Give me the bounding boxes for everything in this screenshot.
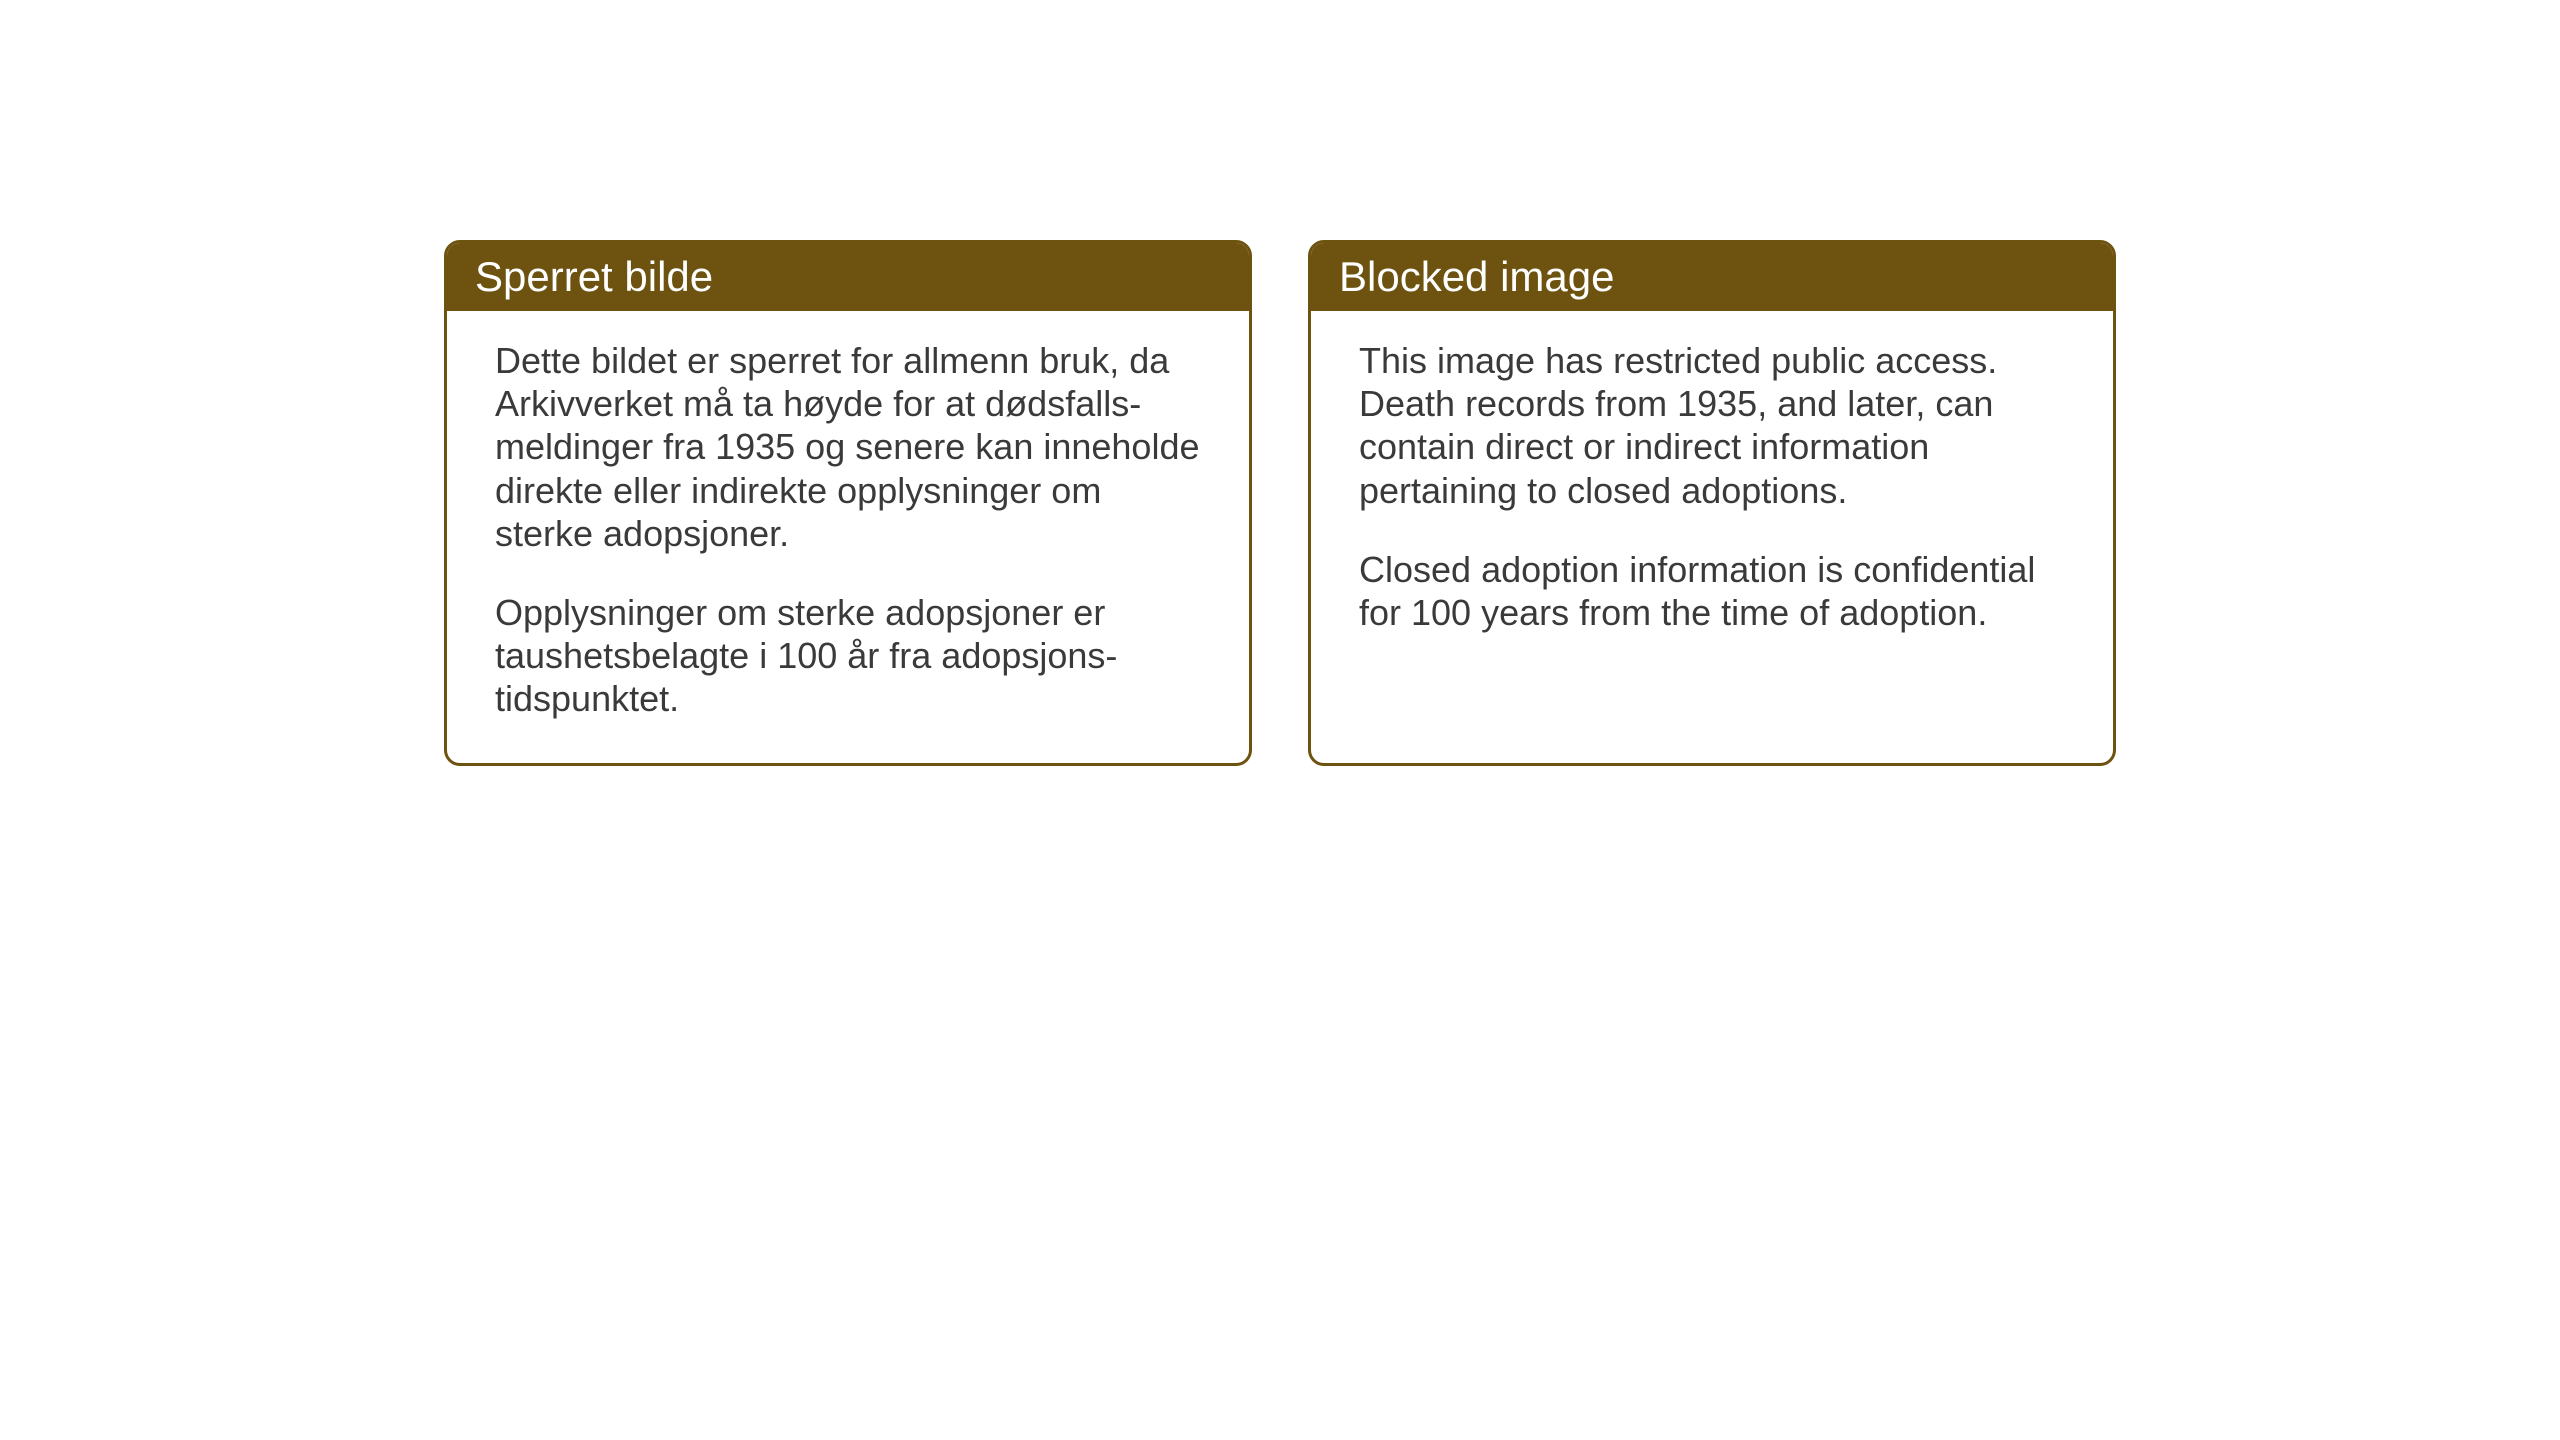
card-title-norwegian: Sperret bilde [475,253,713,300]
notice-card-english: Blocked image This image has restricted … [1308,240,2116,766]
card-header-english: Blocked image [1311,243,2113,311]
card-body-english: This image has restricted public access.… [1311,311,2113,676]
card-paragraph-2-norwegian: Opplysninger om sterke adopsjoner er tau… [495,591,1201,721]
notice-card-norwegian: Sperret bilde Dette bildet er sperret fo… [444,240,1252,766]
card-body-norwegian: Dette bildet er sperret for allmenn bruk… [447,311,1249,763]
card-header-norwegian: Sperret bilde [447,243,1249,311]
card-paragraph-2-english: Closed adoption information is confident… [1359,548,2065,634]
card-paragraph-1-english: This image has restricted public access.… [1359,339,2065,512]
card-paragraph-1-norwegian: Dette bildet er sperret for allmenn bruk… [495,339,1201,555]
notice-cards-container: Sperret bilde Dette bildet er sperret fo… [444,240,2116,766]
card-title-english: Blocked image [1339,253,1614,300]
